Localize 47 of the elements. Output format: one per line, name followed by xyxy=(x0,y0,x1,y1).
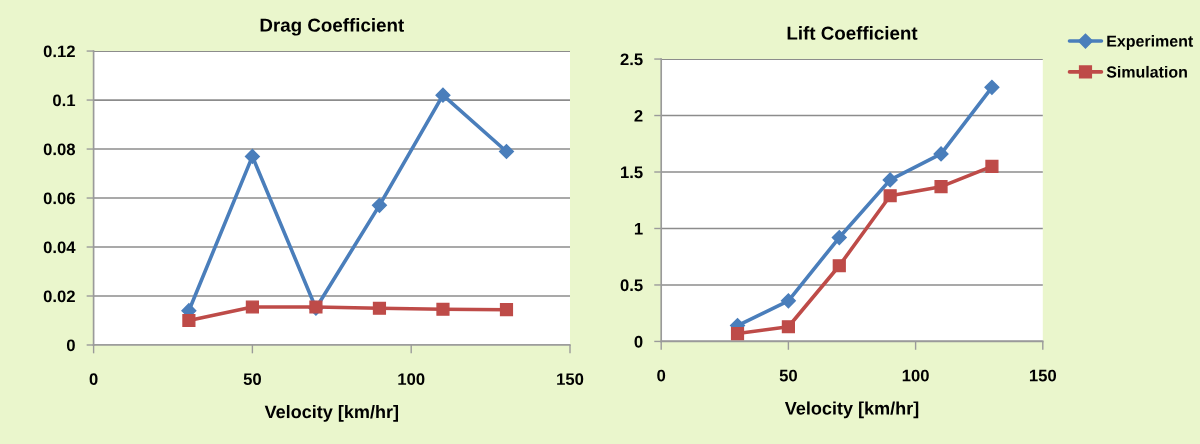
point xyxy=(985,159,999,173)
point xyxy=(244,148,260,164)
x-tick-label: 50 xyxy=(779,369,797,382)
point xyxy=(831,229,847,246)
x-axis-title: Velocity [km/hr] xyxy=(264,404,399,422)
point xyxy=(781,320,795,334)
point xyxy=(371,197,388,213)
point xyxy=(245,300,259,314)
y-tick-label: 1 xyxy=(634,223,643,235)
point xyxy=(883,189,897,203)
y-tick-label: 0 xyxy=(66,339,75,352)
y-tick-label: 2 xyxy=(634,109,643,122)
legend-label: Simulation xyxy=(1106,65,1187,78)
point xyxy=(372,301,387,315)
legend-label: Experiment xyxy=(1107,35,1194,50)
y-tick-label: 0 xyxy=(634,335,643,348)
chart-title: Lift Coefficient xyxy=(787,26,918,40)
x-tick-label: 100 xyxy=(398,373,425,386)
point xyxy=(984,79,1000,95)
x-axis-title: Velocity [km/hr] xyxy=(784,401,919,419)
point xyxy=(780,293,796,309)
point xyxy=(934,180,948,194)
point xyxy=(436,302,450,316)
y-tick-label: 0.04 xyxy=(43,241,76,254)
x-tick-label: 150 xyxy=(1029,369,1057,382)
y-tick-label: 0.02 xyxy=(43,290,75,303)
y-tick-label: 1.5 xyxy=(621,166,643,179)
y-tick-label: 0.5 xyxy=(620,279,643,292)
y-tick-label: 0.08 xyxy=(43,143,76,156)
y-tick-label: 2.5 xyxy=(620,53,643,66)
point xyxy=(832,259,846,273)
point xyxy=(933,146,949,162)
point xyxy=(435,87,451,103)
point xyxy=(730,326,745,341)
x-tick-label: 0 xyxy=(89,373,98,386)
y-tick-label: 0.1 xyxy=(53,94,76,107)
y-tick-label: 0.06 xyxy=(43,192,75,205)
x-tick-label: 0 xyxy=(657,369,666,382)
point xyxy=(499,303,514,317)
x-tick-label: 150 xyxy=(557,373,584,386)
point xyxy=(882,172,898,188)
point xyxy=(498,143,515,160)
x-tick-label: 50 xyxy=(243,373,261,386)
y-tick-label: 0.12 xyxy=(43,45,75,58)
chart-title: Drag Coefficient xyxy=(260,18,404,36)
x-tick-label: 100 xyxy=(902,369,929,382)
point xyxy=(182,313,196,328)
